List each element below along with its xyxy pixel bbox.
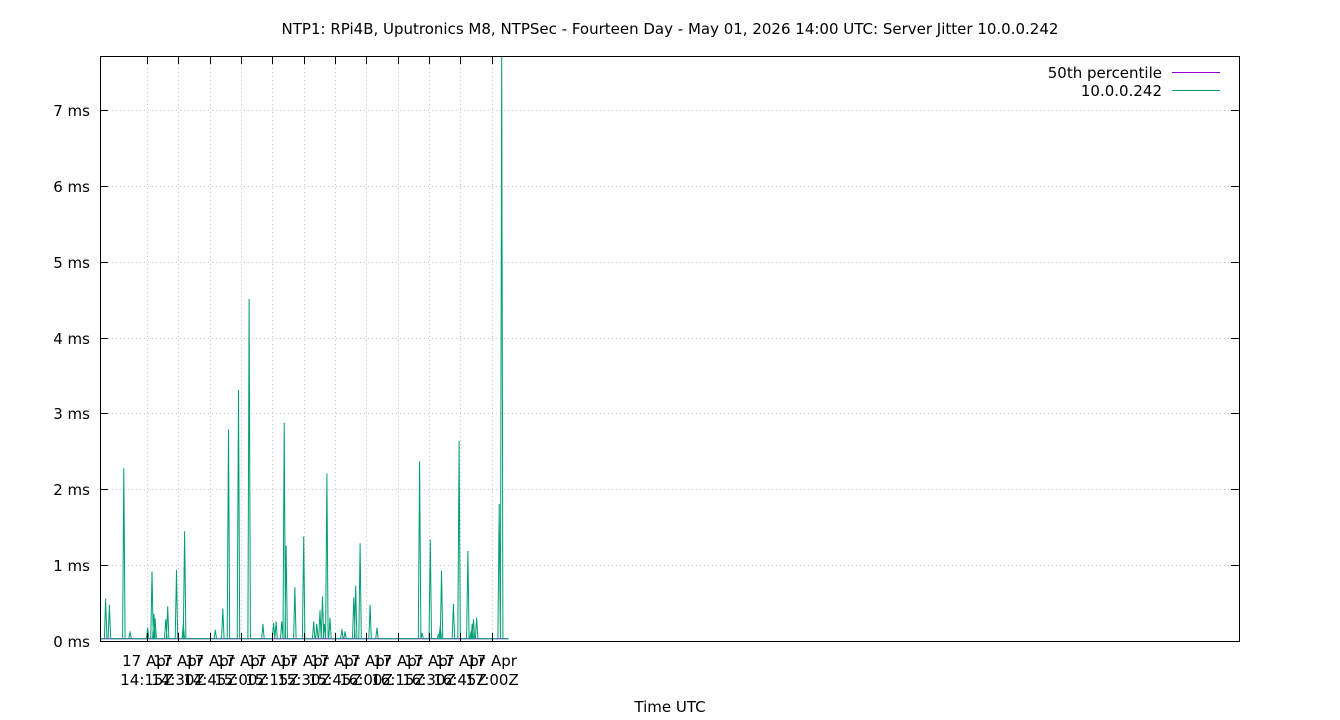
jitter-spike-point <box>472 619 475 621</box>
x-tick-label-time: 15:00Z <box>214 671 268 689</box>
jitter-spike-point <box>165 619 167 621</box>
jitter-spike-point <box>105 598 107 600</box>
legend-label: 10.0.0.242 <box>1081 82 1162 100</box>
y-axis: 0 ms 1 ms 2 ms 3 ms 4 ms 5 ms 6 ms 7 ms <box>53 102 1239 651</box>
jitter-spike-point <box>344 631 346 633</box>
jitter-spike-point <box>437 634 439 636</box>
jitter-spike-point <box>281 621 283 623</box>
series-line-10-0-0-242 <box>100 56 509 640</box>
x-tick-label-time: 16:15Z <box>371 671 425 689</box>
x-tick-label-date: 17 Apr <box>279 652 330 670</box>
jitter-spike-point <box>214 629 216 632</box>
jitter-spike-point <box>439 625 441 627</box>
y-tick-label: 0 ms <box>53 633 90 651</box>
jitter-spike-point <box>359 543 361 545</box>
jitter-spike-point <box>303 536 305 538</box>
jitter-spike-point <box>458 440 460 443</box>
x-tick-label-time: 16:45Z <box>433 671 487 689</box>
jitter-spike-point <box>227 429 230 431</box>
x-tick-label-time: 14:45Z <box>183 671 237 689</box>
jitter-spike-point <box>341 629 343 631</box>
y-tick-label: 3 ms <box>53 405 90 423</box>
jitter-spike-point <box>175 569 178 572</box>
x-tick-label-time: 14:30Z <box>151 671 205 689</box>
chart-title: NTP1: RPi4B, Uputronics M8, NTPSec - Fou… <box>282 20 1059 38</box>
series-layer <box>100 56 509 640</box>
x-tick-label-time: 17:00Z <box>465 671 519 689</box>
jitter-spike-point <box>316 623 318 625</box>
jitter-spike-point <box>153 613 155 616</box>
x-axis-label: Time UTC <box>633 698 705 716</box>
x-tick-label-time: 16:00Z <box>339 671 393 689</box>
x-tick-label-date: 17 Apr <box>122 652 173 670</box>
jitter-spike-point <box>470 631 472 633</box>
x-tick-label-date: 17 Apr <box>216 652 267 670</box>
jitter-spike-point <box>154 618 156 620</box>
jitter-spike-point <box>369 604 371 606</box>
x-tick-label-date: 17 Apr <box>435 652 486 670</box>
jitter-spike-point <box>429 539 431 541</box>
jitter-spike-point <box>321 596 324 598</box>
y-tick-label: 6 ms <box>53 178 90 196</box>
x-tick-label-time: 15:30Z <box>277 671 331 689</box>
jitter-spike-point <box>323 623 325 625</box>
jitter-spike-point <box>471 623 473 625</box>
x-tick-label-date: 17 Apr <box>310 652 361 670</box>
grid-lines <box>100 56 1239 641</box>
legend-label: 50th percentile <box>1048 64 1162 82</box>
jitter-spike-point <box>108 604 110 606</box>
jitter-spike-point <box>421 632 423 635</box>
jitter-spike-point <box>275 621 277 623</box>
jitter-spike-point <box>419 461 421 463</box>
x-tick-label-time: 16:30Z <box>402 671 456 689</box>
jitter-spike-point <box>285 545 287 547</box>
x-tick-label-date: 17 Apr <box>404 652 455 670</box>
jitter-spike-point <box>184 531 186 533</box>
jitter-spike-point <box>283 422 285 424</box>
jitter-spike-point <box>237 390 240 392</box>
jitter-spike-point <box>329 617 331 619</box>
y-tick-label: 1 ms <box>53 557 90 575</box>
jitter-spike-point <box>248 299 250 301</box>
jitter-spike-point <box>476 617 478 619</box>
x-tick-label-time: 14:15Z <box>120 671 174 689</box>
jitter-spike-point <box>376 627 378 629</box>
jitter-spike-point <box>273 623 275 625</box>
jitter-spike-point <box>326 473 328 475</box>
jitter-spike-point <box>167 606 169 608</box>
jitter-spike-point <box>123 468 125 470</box>
jitter-spike-point <box>355 585 357 588</box>
x-tick-label-date: 17 Apr <box>341 652 392 670</box>
y-tick-label: 4 ms <box>53 330 90 348</box>
x-tick-label-date: 17 Apr <box>153 652 204 670</box>
y-tick-label: 5 ms <box>53 254 90 272</box>
jitter-spike-point <box>498 503 500 506</box>
jitter-spike-point <box>440 570 443 572</box>
x-tick-label-date: 17 Apr <box>247 652 298 670</box>
x-tick-label-time: 15:15Z <box>245 671 299 689</box>
x-tick-label-date: 17 Apr <box>373 652 424 670</box>
y-tick-label: 2 ms <box>53 481 90 499</box>
jitter-spike-point <box>353 597 355 599</box>
jitter-spike-point <box>262 623 264 625</box>
jitter-spike-point <box>182 623 184 625</box>
jitter-spike-point <box>129 631 131 633</box>
jitter-spike-point <box>222 608 224 610</box>
jitter-spike-point <box>319 610 321 612</box>
jitter-spike-point <box>151 571 153 573</box>
jitter-spike-point <box>452 604 454 606</box>
jitter-spike-point <box>313 621 315 623</box>
plot-frame <box>100 56 1240 642</box>
y-tick-label: 7 ms <box>53 102 90 120</box>
jitter-spike-point <box>467 550 469 553</box>
x-tick-label-time: 15:45Z <box>308 671 362 689</box>
x-tick-label-date: 17 Apr <box>185 652 236 670</box>
jitter-spike-point <box>147 627 149 629</box>
x-tick-label-date: 17 Apr <box>467 652 518 670</box>
jitter-spike-point <box>294 587 296 589</box>
